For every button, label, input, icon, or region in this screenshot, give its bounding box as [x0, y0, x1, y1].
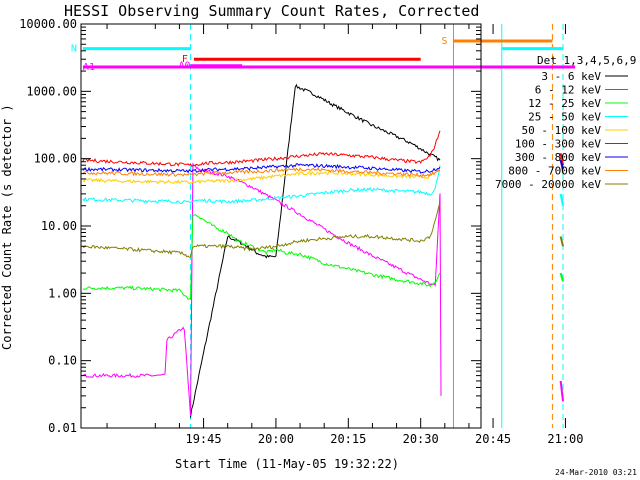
flag-label-s: S	[441, 36, 447, 47]
legend-label-25-50-kev: 25 - 50 keV	[528, 111, 601, 124]
y-tick-label: 10000.00	[19, 17, 77, 31]
tail-segment-0	[559, 153, 565, 166]
series-100-300-kev	[82, 130, 441, 167]
chart-title: HESSI Observing Summary Count Rates, Cor…	[64, 2, 479, 20]
y-tick-label: 100.00	[34, 152, 77, 166]
legend-label-7000-20000-kev: 7000 - 20000 keV	[495, 178, 601, 191]
series-3-6-kev	[190, 83, 441, 418]
y-axis-label: Corrected Count Rate (s detector )	[0, 104, 14, 350]
legend-label-3-6-kev: 3 - 6 keV	[541, 70, 601, 83]
tail-segment-4	[559, 272, 564, 282]
y-tick-label: 1000.00	[26, 84, 77, 98]
y-tick-label: 0.01	[48, 421, 77, 435]
tail-segment-6	[559, 193, 565, 206]
series-12-25-kev	[82, 213, 441, 300]
flag-label-n: N	[71, 44, 77, 55]
y-tick-label: 1.00	[48, 286, 77, 300]
x-tick-label: 20:30	[403, 432, 439, 446]
legend-label-6-12-kev: 6 - 12 keV	[535, 84, 602, 97]
x-tick-label: 21:00	[547, 432, 583, 446]
x-tick-label: 20:15	[330, 432, 366, 446]
x-tick-label: 20:45	[475, 432, 511, 446]
series-25-50-kev	[82, 165, 441, 205]
flag-label-f: F	[182, 54, 188, 65]
plot-frame	[80, 23, 482, 429]
flag-label-a1: A1	[83, 62, 95, 73]
x-tick-label: 19:45	[185, 432, 221, 446]
tail-segment-2	[559, 159, 564, 170]
legend-label-300-800-kev: 300 - 800 keV	[515, 151, 601, 164]
y-tick-label: 10.00	[41, 219, 77, 233]
legend-label-12-25-kev: 12 - 25 keV	[528, 97, 601, 110]
legend-label-50-100-kev: 50 - 100 keV	[522, 124, 602, 137]
series-300-800-kev	[82, 163, 441, 174]
series-6-12-kev	[82, 162, 442, 417]
legend-label-800-7000-kev: 800 - 7000 keV	[508, 165, 601, 178]
x-tick-label: 20:00	[258, 432, 294, 446]
tail-segment-5	[559, 380, 565, 402]
plot-area: NSFA0A110000.001000.00100.0010.001.000.1…	[19, 17, 583, 446]
timestamp: 24-Mar-2010 03:21	[555, 468, 637, 477]
legend-label-100-300-kev: 100 - 300 keV	[515, 138, 601, 151]
series-7000-20000-kev	[82, 202, 441, 258]
series-800-7000-kev	[82, 167, 441, 178]
y-tick-label: 0.10	[48, 354, 77, 368]
tail-segment-3	[559, 236, 564, 247]
x-axis-label: Start Time (11-May-05 19:32:22)	[175, 457, 399, 471]
series-50-100-kev	[82, 168, 441, 185]
legend-title: Det 1,3,4,5,6,9	[537, 54, 636, 67]
